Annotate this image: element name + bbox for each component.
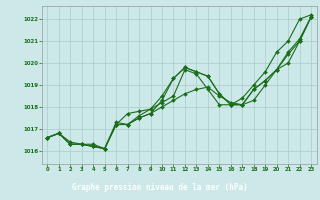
Text: Graphe pression niveau de la mer (hPa): Graphe pression niveau de la mer (hPa) [72, 182, 248, 192]
